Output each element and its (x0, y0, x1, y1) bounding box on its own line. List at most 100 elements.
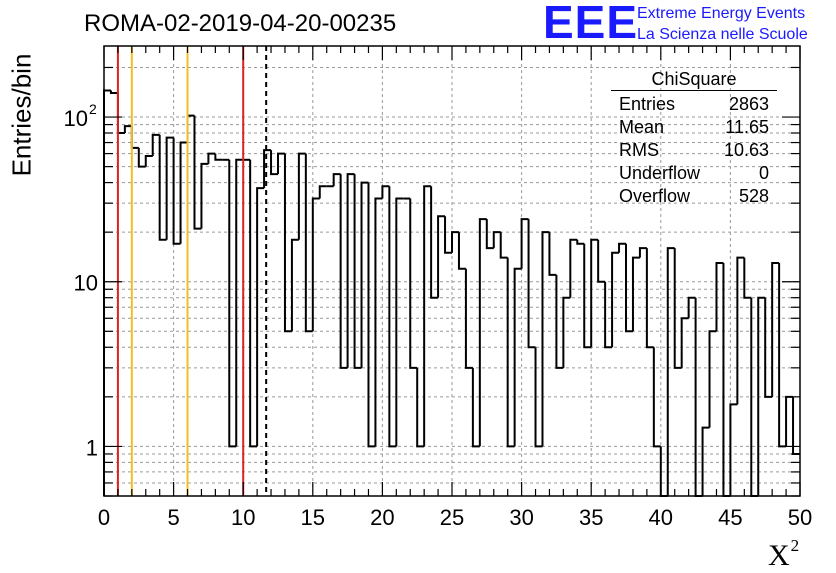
histogram-bin (193, 115, 202, 230)
stats-label: Mean (619, 117, 665, 137)
histogram-bin (471, 367, 480, 448)
histogram-bin (158, 134, 167, 241)
histogram-bin (478, 218, 487, 447)
histogram-bin (499, 232, 508, 259)
histogram-bin (513, 267, 522, 447)
histogram-bin (263, 149, 272, 189)
histogram-bin (186, 114, 195, 143)
histogram-bin (680, 317, 689, 368)
histogram-bin (611, 251, 620, 348)
histogram-bin (409, 198, 418, 369)
stats-row-entries: Entries 2863 (611, 93, 777, 116)
histogram-bin (123, 125, 132, 134)
stats-value: 2863 (728, 94, 769, 114)
y-tick-label-exponent: 2 (89, 101, 97, 117)
x-tick-label: 20 (370, 505, 394, 530)
x-axis-label-sup: 2 (790, 536, 800, 555)
stats-value: 10.63 (723, 140, 769, 160)
histogram-bin (130, 126, 139, 149)
x-tick-label: 5 (167, 505, 179, 530)
chart-title: ROMA-02-2019-04-20-00235 (84, 10, 397, 37)
stats-label: RMS (619, 140, 659, 160)
histogram-bin (277, 152, 285, 175)
logo-tagline-1: Extreme Energy Events (637, 5, 806, 22)
stats-label: Underflow (619, 163, 701, 183)
histogram-bin (666, 247, 675, 496)
histogram-bin (304, 153, 313, 333)
histogram-bin (290, 238, 299, 332)
logo-letters: EEE (543, 0, 639, 48)
histogram-bin (771, 261, 780, 397)
histogram-bin (332, 173, 341, 187)
histogram-bin (395, 197, 404, 447)
histogram-bin (687, 296, 696, 319)
histogram-bin (708, 330, 717, 428)
histogram-bin (729, 403, 738, 496)
histogram-bin (576, 239, 585, 245)
histogram-bin (367, 182, 376, 448)
histogram-bin (381, 185, 390, 199)
stats-title: ChiSquare (611, 68, 777, 91)
histogram-bin (778, 262, 787, 448)
x-tick-label: 30 (509, 505, 533, 530)
axis-ticks (103, 46, 801, 497)
histogram-bin (430, 186, 439, 299)
histogram-bin (318, 185, 327, 199)
histogram-bin (548, 232, 557, 276)
stats-value: 528 (738, 186, 769, 206)
histogram-bin (736, 256, 745, 405)
histogram-bin (214, 153, 223, 161)
histogram-bin (534, 347, 543, 448)
histogram-bin (179, 141, 188, 244)
histogram-bin (374, 197, 383, 447)
stats-row-overflow: Overflow 528 (611, 185, 777, 208)
y-axis-label-wrap: Entries/bin (2, 40, 42, 190)
histogram-bin (764, 297, 773, 398)
stats-row-rms: RMS 10.63 (611, 139, 777, 162)
histogram-bin (235, 158, 244, 447)
histogram-bin (715, 261, 724, 332)
histogram-bin (673, 248, 682, 369)
stats-value: 0 (758, 163, 769, 183)
x-tick-label: 45 (718, 505, 742, 530)
histogram-bin (457, 232, 466, 270)
x-tick-label: 15 (301, 505, 325, 530)
stats-label: Overflow (619, 186, 691, 206)
histogram-bin (645, 248, 654, 349)
histogram-bin (792, 396, 800, 455)
histogram-bin (590, 238, 599, 348)
histogram-bin (701, 426, 710, 496)
histogram-bin (207, 152, 216, 164)
reference-lines (116, 46, 268, 496)
histogram-bin (109, 90, 118, 94)
histogram-bin (283, 153, 292, 333)
histogram-bin (604, 281, 613, 349)
histogram-bin (743, 257, 752, 299)
y-tick-label: 10 (64, 106, 88, 131)
histogram-bin (631, 256, 640, 332)
histogram-bin (116, 92, 125, 135)
y-axis-label: Entries/bin (6, 53, 37, 177)
histogram-bin (520, 218, 529, 269)
grid (104, 46, 800, 497)
histogram-bin (165, 136, 174, 240)
histogram-bin (785, 395, 794, 447)
stats-label: Entries (619, 94, 676, 114)
histogram-bin (297, 152, 306, 240)
histogram-bin (339, 174, 348, 369)
histogram-bin (200, 162, 209, 229)
histogram-bin (652, 347, 661, 448)
histogram-bin (228, 159, 237, 448)
x-tick-label: 40 (649, 505, 673, 530)
histogram-bin (638, 247, 647, 258)
histogram-bin (346, 173, 355, 368)
histogram-bin (423, 185, 432, 447)
histogram-bin (437, 215, 446, 298)
stats-box: ChiSquare Entries 2863 Mean 11.65 RMS 10.63… (611, 68, 777, 208)
histogram-bin (562, 296, 571, 368)
stats-row-underflow: Underflow 0 (611, 162, 777, 185)
x-axis-label-base: X (768, 539, 790, 572)
histogram-bin (416, 367, 425, 448)
